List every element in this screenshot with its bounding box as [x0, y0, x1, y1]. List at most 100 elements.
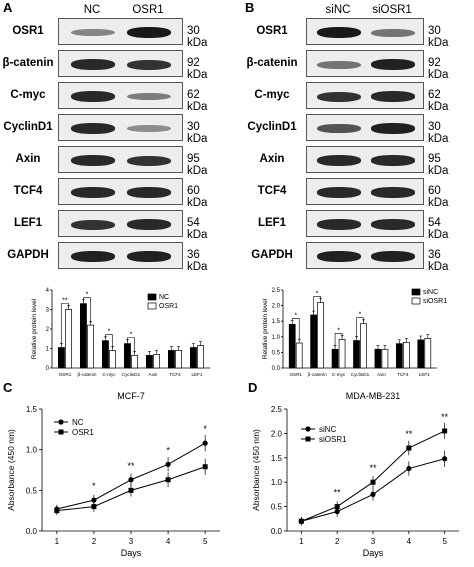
- size-label-osr1: 30 kDa: [187, 25, 208, 49]
- bar-sinc-catenin: [310, 314, 317, 369]
- band-c-myc-sinc: [317, 91, 361, 102]
- y-tick-label: 2.0: [272, 304, 281, 310]
- x-tick-label-lef1: LEF1: [192, 372, 203, 377]
- x-tick-label-c-myc: C-myc: [332, 372, 346, 377]
- x-tick-label-lef1: LEF1: [419, 372, 430, 377]
- y-tick-label: 1.0: [272, 335, 281, 341]
- bar-osr1-osr1: [65, 309, 73, 369]
- significance-label: *: [130, 332, 133, 339]
- protein-label-axin: Axin: [15, 153, 41, 165]
- bar-osr1-tcf4: [175, 350, 183, 369]
- significance-label: **: [369, 463, 377, 473]
- bar-siosr1-axin: [381, 348, 389, 369]
- band-tcf4-nc: [71, 187, 115, 198]
- point-nc: [128, 477, 134, 483]
- band-osr1-siosr1: [371, 28, 415, 37]
- y-tick-label: 1.5: [271, 454, 283, 463]
- significance-label: **: [441, 412, 449, 422]
- blot-strip-cyclind1: [306, 114, 424, 141]
- band-gapdh-sinc: [317, 251, 361, 262]
- bar-nc-catenin: [79, 303, 87, 369]
- protein-label-gapdh: GAPDH: [7, 249, 49, 261]
- significance-label: *: [86, 292, 89, 299]
- bar-nc-axin: [145, 354, 153, 369]
- band-c-myc-nc: [71, 91, 115, 102]
- bar-siosr1-catenin: [317, 302, 324, 369]
- x-axis-label: Days: [363, 548, 384, 558]
- size-label-catenin: 92 kDa: [187, 57, 208, 81]
- legend-label-nc: NC: [159, 294, 169, 301]
- bar-sinc-c-myc: [331, 348, 339, 369]
- legend-swatch-siosr1: [411, 297, 421, 305]
- legend-marker-nc: [58, 419, 64, 425]
- size-label-gapdh: 36 kDa: [187, 249, 208, 273]
- bar-nc-c-myc: [101, 340, 109, 369]
- protein-label-lef1: LEF1: [257, 217, 287, 229]
- significance-label: *: [166, 445, 170, 455]
- line-chart-panel-c: MCF-7 0.0 0.5 1.0 1.5 1 2 3 4 5 Days Absorbance (45…: [6, 391, 220, 558]
- blot-strip-catenin: [306, 50, 424, 77]
- y-tick-label: 0.0: [272, 366, 281, 372]
- significance-bracket: [291, 318, 300, 342]
- x-tick-label: 1: [55, 537, 60, 546]
- significance-label: *: [337, 327, 340, 334]
- legend-swatch-sinc: [411, 288, 421, 296]
- band-catenin-sinc: [317, 60, 361, 69]
- protein-label-tcf4: TCF4: [257, 185, 287, 197]
- bar-sinc-axin: [374, 348, 382, 369]
- point-osr1: [91, 504, 97, 510]
- protein-label-catenin: β-catenin: [2, 57, 54, 69]
- size-label-catenin: 92 kDa: [428, 57, 449, 81]
- band-lef1-sinc: [317, 219, 361, 230]
- legend-marker-sinc: [305, 426, 311, 432]
- bar-siosr1-c-myc: [338, 338, 346, 369]
- x-tick-label: 2: [92, 537, 97, 546]
- line-chart-panel-d: MDA-MB-231 0.0 0.5 1.0 1.5 2.0 2.5 1 2 3 4 5 Days Abs…: [251, 391, 459, 558]
- legend-label-siosr1: siOSR1: [319, 435, 347, 444]
- bar-siosr1-cyclind1: [360, 323, 367, 369]
- y-tick-label: 0.5: [272, 350, 281, 356]
- band-axin-nc: [71, 155, 115, 166]
- legend-label-nc: NC: [72, 418, 84, 427]
- bar-nc-cyclind1: [123, 343, 131, 369]
- point-siosr1: [334, 504, 340, 510]
- point-siosr1: [370, 479, 376, 485]
- x-tick-label-axin: Axin: [377, 372, 386, 377]
- band-osr1-sinc: [317, 27, 361, 38]
- point-osr1: [202, 464, 208, 470]
- y-tick-label: 3: [46, 308, 50, 314]
- y-axis-label: Absorbance (450 nm): [251, 429, 261, 511]
- lane-label-sinc: siNC: [325, 4, 351, 16]
- y-tick-label: 1: [46, 347, 50, 353]
- significance-label: *: [203, 424, 207, 434]
- lane-label-osr1: OSR1: [132, 4, 164, 16]
- bar-osr1-c-myc: [109, 350, 117, 369]
- x-tick-label-catenin: β-catenin: [308, 372, 327, 377]
- legend-marker-siosr1: [305, 436, 311, 442]
- size-label-cyclind1: 30 kDa: [187, 121, 208, 145]
- x-tick-label-c-myc: C-myc: [102, 372, 116, 377]
- protein-label-axin: Axin: [259, 153, 285, 165]
- x-tick-label-tcf4: TCF4: [169, 372, 181, 377]
- lane-label-siosr1: siOSR1: [372, 4, 412, 16]
- protein-label-cyclind1: CyclinD1: [247, 121, 297, 133]
- band-tcf4-osr1: [127, 187, 171, 198]
- protein-label-osr1: OSR1: [256, 25, 288, 37]
- x-tick-label-axin: Axin: [149, 372, 158, 377]
- legend-label-sinc: siNC: [423, 289, 438, 296]
- blot-strip-c-myc: [306, 82, 424, 109]
- point-sinc: [442, 456, 448, 462]
- significance-label: **: [405, 429, 413, 439]
- legend-label-sinc: siNC: [319, 425, 337, 434]
- panel-letter-d: D: [248, 380, 258, 395]
- significance-label: *: [294, 312, 297, 319]
- legend-swatch-osr1: [147, 302, 157, 310]
- x-tick-label: 3: [371, 537, 376, 546]
- legend-marker-osr1: [58, 429, 64, 435]
- point-nc: [202, 440, 208, 446]
- point-siosr1: [298, 518, 304, 524]
- x-tick-label-tcf4: TCF4: [397, 372, 409, 377]
- size-label-tcf4: 60 kDa: [187, 185, 208, 209]
- bar-siosr1-tcf4: [403, 342, 410, 369]
